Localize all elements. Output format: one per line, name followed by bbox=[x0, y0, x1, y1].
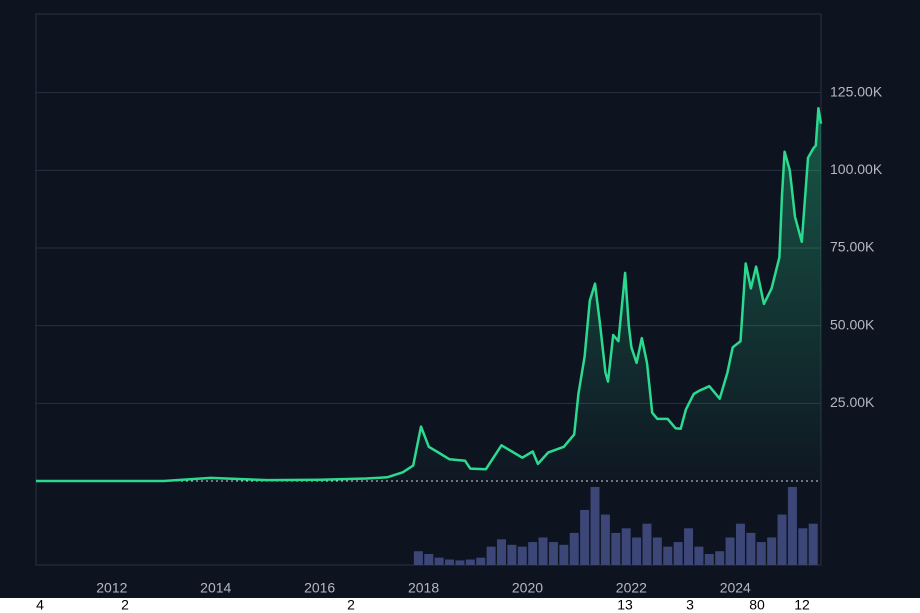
y-tick-label: 125.00K bbox=[830, 83, 883, 99]
volume-bar bbox=[735, 523, 745, 565]
x-tick-label: 2012 bbox=[96, 580, 127, 596]
annotation: 3 bbox=[686, 597, 694, 613]
annotation: 2 bbox=[347, 597, 355, 613]
x-tick-label: 2024 bbox=[720, 580, 751, 596]
volume-bar bbox=[528, 542, 538, 565]
volume-bar bbox=[621, 528, 631, 565]
x-tick-label: 2018 bbox=[408, 580, 439, 596]
volume-bar bbox=[611, 532, 621, 565]
y-tick-label: 75.00K bbox=[830, 239, 875, 255]
volume-bar bbox=[756, 542, 766, 565]
volume-bar bbox=[445, 559, 455, 565]
volume-bar bbox=[684, 528, 694, 565]
volume-bar bbox=[424, 553, 434, 565]
volume-bar bbox=[798, 528, 808, 565]
x-tick-label: 2014 bbox=[200, 580, 231, 596]
annotation: 80 bbox=[749, 597, 765, 613]
volume-bar bbox=[808, 523, 818, 565]
volume-bar bbox=[767, 537, 777, 565]
y-tick-label: 50.00K bbox=[830, 316, 875, 332]
volume-bar bbox=[632, 537, 642, 565]
volume-bar bbox=[694, 546, 704, 565]
volume-bar bbox=[725, 537, 735, 565]
volume-bar bbox=[673, 542, 683, 565]
volume-bar bbox=[580, 509, 590, 565]
annotation: 2 bbox=[121, 597, 129, 613]
volume-bar bbox=[787, 487, 797, 565]
volume-bar bbox=[486, 546, 496, 565]
volume-bar bbox=[476, 557, 486, 565]
y-tick-label: 25.00K bbox=[830, 394, 875, 410]
annotation: 4 bbox=[36, 597, 44, 613]
volume-bar bbox=[704, 553, 714, 565]
volume-bar bbox=[642, 523, 652, 565]
volume-bar bbox=[746, 532, 756, 565]
volume-bar bbox=[507, 544, 517, 565]
volume-bar bbox=[590, 487, 600, 565]
volume-bar bbox=[652, 537, 662, 565]
volume-bar bbox=[413, 551, 423, 565]
price-line bbox=[36, 106, 823, 483]
annotation: 13 bbox=[617, 597, 633, 613]
volume-bar bbox=[559, 544, 569, 565]
y-tick-label: 100.00K bbox=[830, 161, 883, 177]
volume-bar bbox=[548, 542, 558, 565]
volume-bar bbox=[517, 546, 527, 565]
volume-bar bbox=[715, 551, 725, 565]
volume-bar bbox=[496, 539, 506, 565]
volume-bar bbox=[465, 559, 475, 565]
volume-bar bbox=[455, 560, 465, 565]
volume-bar bbox=[538, 537, 548, 565]
annotation: 12 bbox=[794, 597, 810, 613]
x-tick-label: 2020 bbox=[512, 580, 543, 596]
area bbox=[36, 108, 821, 481]
volume-bar bbox=[600, 514, 610, 565]
volume-bar bbox=[569, 532, 579, 565]
x-tick-label: 2022 bbox=[616, 580, 647, 596]
x-tick-label: 2016 bbox=[304, 580, 335, 596]
volume-bar bbox=[777, 514, 787, 565]
volume-bar bbox=[663, 546, 673, 565]
volume-bar bbox=[434, 557, 444, 565]
